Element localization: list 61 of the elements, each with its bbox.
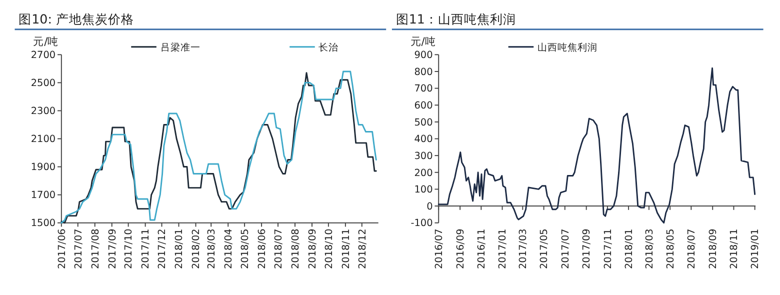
x-tick-label: 2016/09 (455, 228, 466, 270)
x-tick-label: 2018/04 (224, 228, 235, 270)
x-tick-label: 2018/05 (240, 228, 251, 270)
y-axis-title: 元/吨 (33, 34, 59, 48)
chart-title: 图11：山西吨焦利润 (396, 12, 516, 27)
y-tick-label: 0 (426, 201, 433, 212)
x-tick-label: 2016/07 (434, 228, 446, 270)
legend-label: 吕梁准一 (160, 41, 200, 54)
chart-title: 图10: 产地焦炭价格 (18, 12, 134, 27)
x-tick-label: 2016/11 (476, 228, 488, 270)
y-tick-label: 200 (414, 168, 433, 179)
y-tick-label: 1900 (30, 162, 56, 174)
y-tick-label: 1500 (30, 218, 56, 230)
legend-label: 长治 (318, 41, 339, 54)
x-tick-label: 2018/01 (174, 228, 186, 270)
y-tick-label: 100 (414, 184, 433, 196)
x-tick-label: 2017/08 (90, 228, 102, 270)
y-tick-label: 600 (414, 100, 433, 112)
x-tick-label: 2018/05 (665, 228, 676, 270)
legend-label: 山西吨焦利润 (537, 41, 598, 54)
line-series (438, 67, 756, 224)
y-tick-label: 2300 (30, 106, 56, 118)
y-tick-label: 800 (414, 66, 433, 78)
x-tick-label: 2017/07 (560, 228, 572, 270)
x-tick-label: 2019/01 (750, 228, 762, 270)
x-tick-label: 2018/01 (624, 228, 635, 270)
x-tick-label: 2018/08 (290, 228, 302, 270)
x-tick-label: 2017/11 (140, 228, 152, 270)
y-tick-label: 400 (414, 134, 433, 146)
x-tick-label: 2017/10 (124, 228, 135, 270)
x-tick-label: 2017/03 (518, 228, 530, 270)
x-tick-label: 2018/03 (644, 228, 656, 270)
x-tick-label: 2018/07 (273, 228, 284, 270)
x-tick-label: 2018/07 (686, 228, 698, 270)
x-tick-label: 2017/11 (602, 228, 614, 270)
x-tick-label: 2018/09 (307, 228, 318, 270)
x-tick-label: 2017/12 (157, 228, 168, 270)
x-tick-label: 2018/10 (324, 228, 335, 270)
x-tick-label: 2018/02 (191, 228, 202, 270)
y-axis-title: 元/吨 (410, 34, 436, 48)
x-tick-label: 2017/07 (73, 228, 84, 270)
x-tick-label: 2018/12 (357, 228, 368, 270)
x-tick-label: 2018/11 (729, 228, 740, 270)
y-tick-label: 2500 (30, 78, 56, 90)
y-tick-label: 900 (414, 50, 433, 62)
y-tick-label: 500 (414, 117, 433, 128)
x-tick-label: 2017/01 (498, 228, 509, 270)
y-tick-label: 1700 (30, 190, 56, 202)
x-tick-label: 2017/06 (56, 228, 68, 270)
x-tick-label: 2018/03 (206, 228, 218, 270)
y-tick-label: 2700 (30, 50, 56, 62)
y-tick-label: 2100 (30, 134, 56, 146)
y-tick-label: 300 (414, 150, 433, 162)
x-tick-label: 2017/09 (107, 228, 118, 270)
x-tick-label: 2018/11 (340, 228, 352, 270)
y-tick-label: 700 (414, 84, 433, 95)
y-tick-label: -100 (410, 218, 433, 230)
x-tick-label: 2018/09 (708, 228, 720, 270)
x-tick-label: 2017/05 (539, 228, 550, 270)
x-tick-label: 2017/09 (582, 228, 593, 270)
x-tick-label: 2018/06 (256, 228, 268, 270)
